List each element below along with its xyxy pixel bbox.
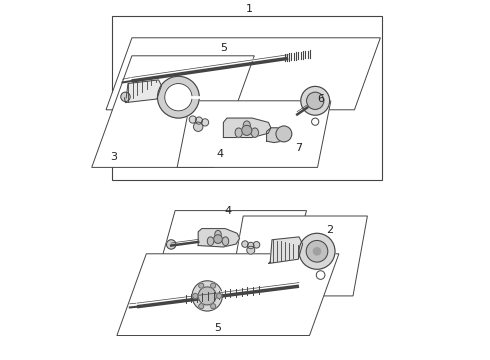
- Polygon shape: [124, 80, 162, 103]
- Polygon shape: [117, 254, 339, 336]
- Ellipse shape: [222, 237, 229, 246]
- Circle shape: [307, 92, 324, 109]
- Circle shape: [199, 283, 204, 288]
- Polygon shape: [156, 211, 307, 277]
- Text: 1: 1: [246, 4, 253, 14]
- Text: 7: 7: [294, 143, 302, 153]
- Ellipse shape: [215, 230, 221, 239]
- Circle shape: [121, 92, 130, 102]
- Text: 6: 6: [317, 94, 324, 104]
- Circle shape: [196, 117, 202, 124]
- Circle shape: [165, 84, 192, 111]
- Polygon shape: [106, 38, 380, 110]
- Circle shape: [167, 240, 176, 249]
- Text: 4: 4: [224, 206, 231, 216]
- Text: 5: 5: [220, 42, 227, 53]
- Circle shape: [157, 76, 199, 118]
- Circle shape: [253, 242, 260, 248]
- Circle shape: [194, 122, 203, 131]
- Polygon shape: [269, 237, 303, 264]
- Circle shape: [192, 281, 222, 311]
- Circle shape: [242, 125, 252, 135]
- Polygon shape: [223, 118, 271, 138]
- Circle shape: [201, 119, 209, 126]
- Circle shape: [247, 246, 255, 254]
- Circle shape: [217, 293, 221, 298]
- Ellipse shape: [235, 128, 242, 137]
- Ellipse shape: [243, 121, 250, 130]
- Circle shape: [193, 293, 198, 298]
- Circle shape: [189, 116, 196, 123]
- Circle shape: [301, 86, 330, 115]
- Ellipse shape: [207, 237, 214, 246]
- Circle shape: [211, 304, 216, 309]
- Circle shape: [306, 240, 328, 262]
- Circle shape: [242, 241, 248, 247]
- Polygon shape: [177, 101, 331, 167]
- Circle shape: [198, 287, 216, 305]
- Ellipse shape: [251, 128, 259, 138]
- Circle shape: [247, 242, 254, 249]
- Circle shape: [314, 248, 320, 255]
- Text: 5: 5: [215, 323, 221, 333]
- Text: 3: 3: [110, 152, 117, 162]
- Circle shape: [276, 126, 292, 142]
- Circle shape: [211, 283, 216, 288]
- Circle shape: [299, 233, 335, 269]
- Polygon shape: [112, 16, 382, 180]
- Polygon shape: [198, 229, 240, 247]
- Circle shape: [199, 304, 204, 309]
- Polygon shape: [229, 216, 368, 296]
- Polygon shape: [92, 56, 254, 167]
- Polygon shape: [267, 128, 286, 143]
- Text: 4: 4: [216, 149, 223, 159]
- Circle shape: [214, 235, 222, 243]
- Text: 2: 2: [326, 225, 333, 235]
